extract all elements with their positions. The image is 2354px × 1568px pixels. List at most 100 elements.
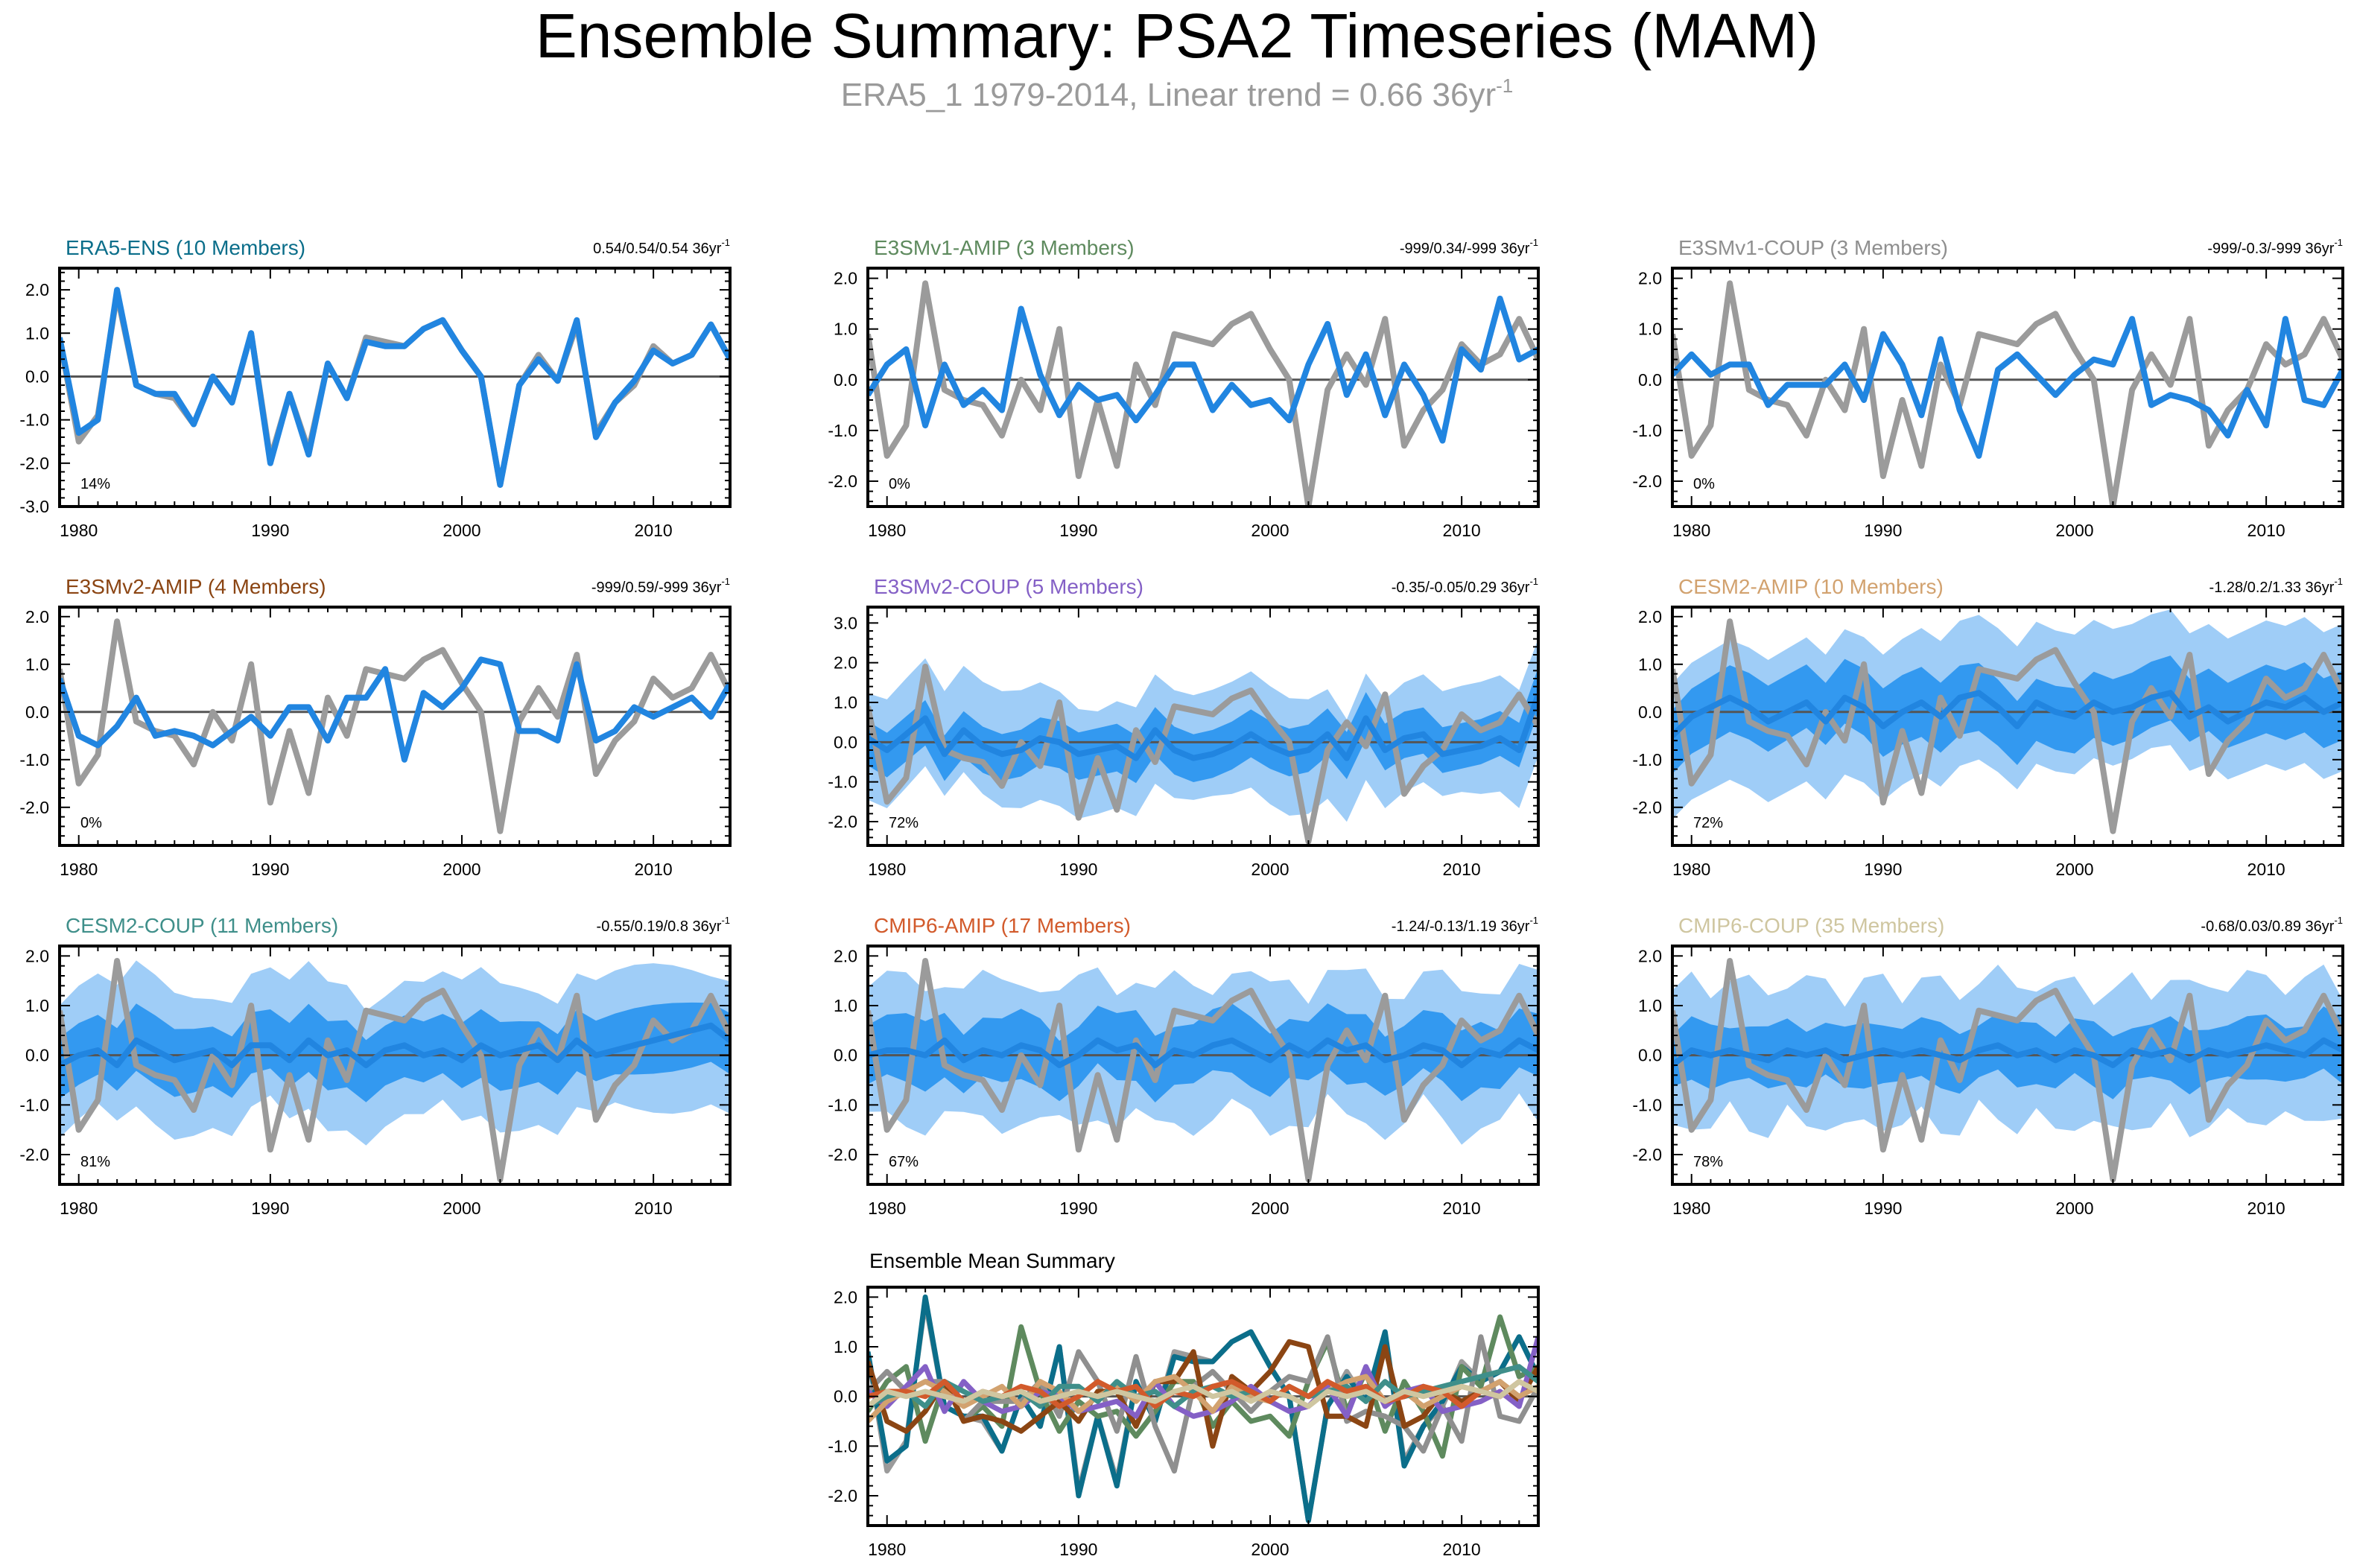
ensemble-mean-line <box>60 656 730 763</box>
panel-trend-sup: -1 <box>721 237 730 248</box>
y-tick-label: -1.0 <box>1632 421 1662 440</box>
y-tick-label: -1.0 <box>828 1436 857 1456</box>
y-tick-label: 0.0 <box>834 1046 857 1065</box>
panel-title: CESM2-AMIP (10 Members) <box>1678 575 1944 598</box>
x-tick-label: 2000 <box>2055 521 2093 540</box>
summary-plot <box>868 1294 1538 1523</box>
ensemble-mean-line <box>1672 316 2343 459</box>
x-tick-label: 2000 <box>442 521 480 540</box>
x-tick-label: 1980 <box>60 1199 98 1218</box>
y-tick-label: 2.0 <box>1638 269 1662 288</box>
panel-percent: 14% <box>80 476 110 492</box>
x-tick-label: 1980 <box>60 521 98 540</box>
panel-trend-sup: -1 <box>1529 576 1538 587</box>
y-tick-label: 0.0 <box>1638 370 1662 390</box>
panel-percent: 81% <box>80 1154 110 1170</box>
y-tick-label: -2.0 <box>828 1145 857 1164</box>
panel-title: ERA5-ENS (10 Members) <box>66 236 305 259</box>
observed-series-line <box>1672 958 2343 1183</box>
panel-plot <box>60 287 730 488</box>
panel-e3smv1-coup: 1980 1990 2000 2010 -2.0 -1.0 0.0 1.0 2.0 E3SMv1-… <box>1632 236 2344 540</box>
panel-trend: -0.68/0.03/0.89 36yr-1 <box>2201 915 2343 935</box>
panel-trend-sup: -1 <box>1529 915 1538 926</box>
panel-plot <box>60 958 730 1183</box>
panel-frame <box>58 606 732 847</box>
y-tick-label: 0.0 <box>834 732 857 752</box>
x-tick-label: 2010 <box>1443 1199 1481 1218</box>
x-tick-label: 2010 <box>1443 521 1481 540</box>
y-tick-label: 1.0 <box>25 323 49 343</box>
observed-series-line <box>1672 618 2343 834</box>
ensemble-mean-line <box>868 295 1538 444</box>
subtitle-sup: -1 <box>1496 74 1514 97</box>
y-tick-label: -2.0 <box>1632 472 1662 491</box>
panel-trend: -999/0.34/-999 36yr-1 <box>1400 237 1538 257</box>
y-tick-label: 2.0 <box>834 1287 857 1307</box>
y-tick-label: 1.0 <box>1638 996 1662 1015</box>
panel-trend-sup: -1 <box>2334 237 2343 248</box>
x-tick-label: 1990 <box>1864 860 1902 879</box>
summary-mean-line <box>868 1379 1538 1409</box>
y-tick-label: 2.0 <box>1638 946 1662 965</box>
observed-series-line <box>60 958 730 1183</box>
ensemble-mean-line <box>1672 690 2343 738</box>
y-tick-label: 1.0 <box>834 693 857 712</box>
y-tick-label: 3.0 <box>834 613 857 632</box>
panel-percent: 78% <box>1693 1154 1723 1170</box>
panel-frame <box>1671 267 2344 508</box>
y-tick-label: 1.0 <box>25 655 49 674</box>
x-tick-label: 2000 <box>2055 860 2093 879</box>
summary-title: Ensemble Mean Summary <box>869 1249 1115 1272</box>
panel-trend: -1.28/0.2/1.33 36yr-1 <box>2209 576 2343 596</box>
y-tick-label: -1.0 <box>19 750 49 769</box>
x-tick-label: 2000 <box>1251 860 1289 879</box>
panel-trend: -999/0.59/-999 36yr-1 <box>591 576 730 596</box>
y-tick-label: -2.0 <box>19 1145 49 1164</box>
panel-plot <box>868 280 1538 507</box>
spread-inner-band <box>868 667 1538 784</box>
ensemble-mean-line <box>60 1022 730 1068</box>
x-tick-label: 1980 <box>60 860 98 879</box>
panel-title: E3SMv1-COUP (3 Members) <box>1678 236 1948 259</box>
y-tick-label: 2.0 <box>25 607 49 626</box>
y-tick-label: -2.0 <box>828 1486 857 1505</box>
panel-percent: 67% <box>889 1154 919 1170</box>
x-tick-label: 2000 <box>1251 1199 1289 1218</box>
y-tick-label: 0.0 <box>25 366 49 386</box>
x-tick-label: 1980 <box>868 521 906 540</box>
panel-frame <box>58 267 732 508</box>
x-tick-label: 2010 <box>2247 1199 2285 1218</box>
y-tick-label: 0.0 <box>834 1387 857 1406</box>
panel-title: CMIP6-AMIP (17 Members) <box>874 914 1131 937</box>
x-tick-label: 1990 <box>1864 521 1902 540</box>
y-tick-label: -1.0 <box>828 421 857 440</box>
ensemble-mean-line <box>60 287 730 488</box>
x-tick-label: 1990 <box>1059 521 1097 540</box>
y-tick-label: -1.0 <box>1632 1095 1662 1114</box>
panel-title: CMIP6-COUP (35 Members) <box>1678 914 1944 937</box>
panel-plot <box>868 638 1538 845</box>
panel-trend-sup: -1 <box>721 915 730 926</box>
panel-cmip6-amip: 1980 1990 2000 2010 -2.0 -1.0 0.0 1.0 2.0 CMIP6-A… <box>828 914 1540 1218</box>
panel-cmip6-coup: 1980 1990 2000 2010 -2.0 -1.0 0.0 1.0 2.0 CMIP6-C… <box>1632 914 2344 1218</box>
y-tick-label: -2.0 <box>19 454 49 473</box>
spread-outer-band <box>868 638 1538 822</box>
y-tick-label: 0.0 <box>25 702 49 722</box>
panel-percent: 0% <box>80 815 102 831</box>
x-tick-label: 1980 <box>868 1540 906 1559</box>
x-tick-label: 1980 <box>1672 860 1710 879</box>
y-tick-label: -1.0 <box>1632 750 1662 769</box>
panel-title: E3SMv2-AMIP (4 Members) <box>66 575 326 598</box>
observed-series-line <box>868 664 1538 845</box>
observed-series-line <box>1672 280 2343 507</box>
panel-plot <box>1672 280 2343 507</box>
panel-title: E3SMv2-COUP (5 Members) <box>874 575 1143 598</box>
panel-trend-sup: -1 <box>1529 237 1538 248</box>
y-tick-label: 1.0 <box>834 320 857 339</box>
y-tick-label: -1.0 <box>19 1095 49 1114</box>
panel-percent: 72% <box>889 815 919 831</box>
panel-trend: -0.35/-0.05/0.29 36yr-1 <box>1392 576 1538 596</box>
panel-era5-ens: 1980 1990 2000 2010 -3.0 -2.0 -1.0 0.0 1.0 2.0 ERA… <box>19 236 732 540</box>
panel-plot <box>1672 958 2343 1183</box>
